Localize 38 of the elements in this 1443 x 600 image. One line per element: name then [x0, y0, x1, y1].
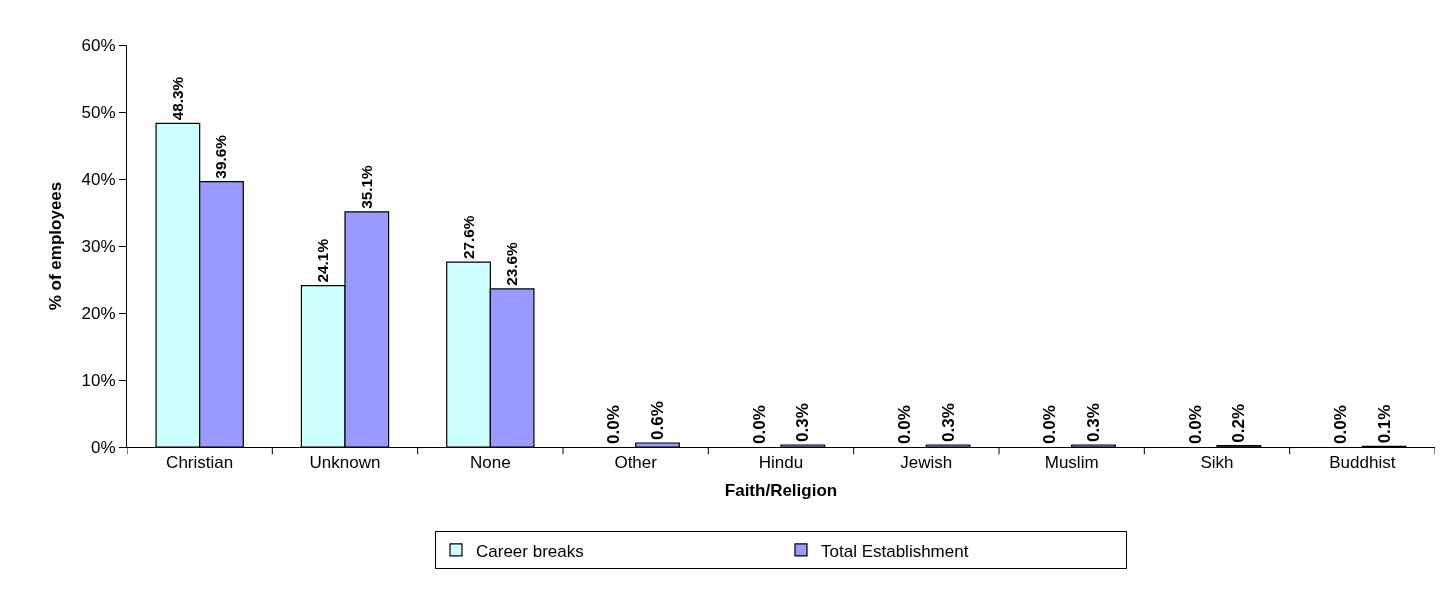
x-tick-label: Christian — [166, 453, 234, 473]
data-label: 0.3% — [793, 403, 813, 442]
data-label: 35.1% — [357, 164, 375, 209]
data-label: 0.0% — [895, 405, 915, 444]
y-tick-label: 10% — [81, 370, 116, 390]
y-tick-label: 20% — [81, 303, 116, 323]
y-tick-label: 40% — [81, 169, 116, 189]
data-label: 0.1% — [1374, 404, 1394, 444]
data-label: 0.0% — [1040, 405, 1060, 444]
x-tick-label: Sikh — [1200, 453, 1234, 473]
x-tick-label: Jewish — [900, 453, 953, 473]
data-label: 27.6% — [459, 215, 477, 260]
data-label: 23.6% — [503, 241, 521, 286]
data-label: 0.3% — [1083, 403, 1103, 442]
legend-label: Career breaks — [476, 541, 584, 561]
y-tick-label: 0% — [91, 437, 116, 457]
x-tick-label: Other — [614, 453, 658, 473]
x-tick-label: Hindu — [758, 453, 804, 473]
legend-label: Total Establishment — [821, 541, 969, 561]
x-tick-label: Muslim — [1044, 453, 1099, 473]
data-label: 48.3% — [168, 76, 186, 121]
data-label: 0.2% — [1229, 403, 1249, 443]
y-axis-title: % of employees — [46, 181, 66, 311]
data-label: 0.3% — [938, 403, 958, 442]
data-label: 0.0% — [749, 405, 769, 444]
x-tick-label: None — [470, 453, 511, 473]
data-label: 24.1% — [314, 238, 332, 283]
data-label: 0.0% — [604, 405, 624, 444]
x-axis-title: Faith/Religion — [724, 480, 838, 500]
data-label: 39.6% — [212, 134, 230, 179]
data-label: 0.0% — [1331, 405, 1351, 444]
x-tick-label: Unknown — [309, 453, 381, 473]
x-tick-label: Buddhist — [1329, 453, 1396, 473]
y-tick-label: 30% — [81, 236, 116, 256]
y-tick-label: 60% — [81, 35, 116, 55]
data-label: 0.0% — [1185, 405, 1205, 444]
y-tick-label: 50% — [81, 102, 116, 122]
data-label: 0.6% — [647, 401, 667, 440]
